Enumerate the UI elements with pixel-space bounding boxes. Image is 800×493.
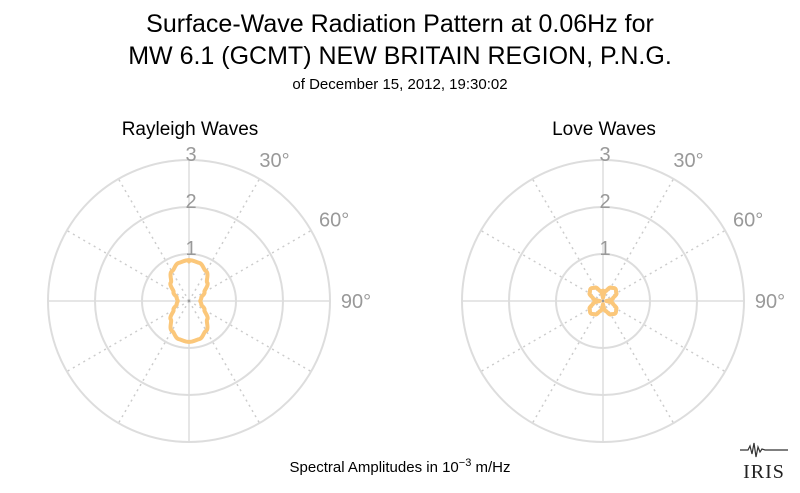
footer-unit: m/Hz bbox=[471, 459, 511, 476]
love-grid-spoke bbox=[602, 229, 726, 302]
love-r-tick-label: 1 bbox=[599, 238, 610, 260]
love-grid-spoke bbox=[602, 178, 675, 302]
rayleigh-grid-spoke bbox=[66, 229, 190, 302]
rayleigh-grid-spoke bbox=[66, 300, 190, 373]
rayleigh-grid-spoke bbox=[117, 178, 190, 302]
love-grid-ring bbox=[555, 253, 651, 349]
footer-caption: Spectral Amplitudes in 10−3 m/Hz bbox=[0, 452, 800, 479]
love-grid-spoke bbox=[480, 300, 604, 373]
love-angle-tick-label: 90° bbox=[755, 291, 785, 313]
love-grid-ring bbox=[461, 159, 745, 443]
rayleigh-grid-ring bbox=[47, 159, 331, 443]
rayleigh-grid-spoke bbox=[188, 300, 312, 373]
rayleigh-r-tick-label: 2 bbox=[185, 191, 196, 213]
love-r-tick-label: 3 bbox=[599, 144, 610, 166]
love-angle-tick-label: 60° bbox=[733, 210, 763, 232]
rayleigh-grid-ring bbox=[141, 253, 237, 349]
chart-title-line2: MW 6.1 (GCMT) NEW BRITAIN REGION, P.N.G. bbox=[128, 42, 672, 70]
rayleigh-radiation-pattern bbox=[168, 258, 210, 344]
rayleigh-grid-spoke bbox=[188, 229, 312, 302]
chart-title-line1: Surface-Wave Radiation Pattern at 0.06Hz… bbox=[146, 10, 654, 38]
footer-prefix: Spectral Amplitudes in bbox=[289, 459, 443, 476]
chart-subtitle: of December 15, 2012, 19:30:02 bbox=[292, 76, 508, 93]
rayleigh-r-tick-label: 3 bbox=[185, 144, 196, 166]
love-grid-spoke bbox=[531, 178, 604, 302]
rayleigh-angle-tick-label: 90° bbox=[341, 291, 371, 313]
rayleigh-grid-ring bbox=[94, 206, 284, 396]
love-radiation-pattern bbox=[587, 285, 619, 317]
love-grid-spoke bbox=[531, 300, 604, 424]
iris-logo-text: IRIS bbox=[743, 461, 785, 483]
rayleigh-angle-tick-label: 60° bbox=[319, 210, 349, 232]
love-r-tick-label: 2 bbox=[599, 191, 610, 213]
rayleigh-panel-title: Rayleigh Waves bbox=[121, 119, 259, 140]
rayleigh-r-tick-label: 1 bbox=[185, 238, 196, 260]
love-grid-spoke bbox=[602, 300, 675, 424]
love-angle-tick-label: 30° bbox=[673, 150, 703, 172]
love-center-dot bbox=[601, 299, 605, 303]
rayleigh-grid-spoke bbox=[117, 300, 190, 424]
footer-exponent: −3 bbox=[458, 457, 472, 469]
love-panel-title: Love Waves bbox=[552, 119, 656, 140]
rayleigh-center-dot bbox=[187, 299, 191, 303]
rayleigh-angle-tick-label: 30° bbox=[259, 150, 289, 172]
footer-base: 10 bbox=[442, 459, 459, 476]
rayleigh-grid-spoke bbox=[188, 300, 261, 424]
love-grid-ring bbox=[508, 206, 698, 396]
rayleigh-grid-spoke bbox=[188, 178, 261, 302]
iris-logo: IRIS bbox=[740, 442, 788, 483]
love-grid-spoke bbox=[480, 229, 604, 302]
seismogram-icon bbox=[740, 442, 788, 458]
love-grid-spoke bbox=[602, 300, 726, 373]
